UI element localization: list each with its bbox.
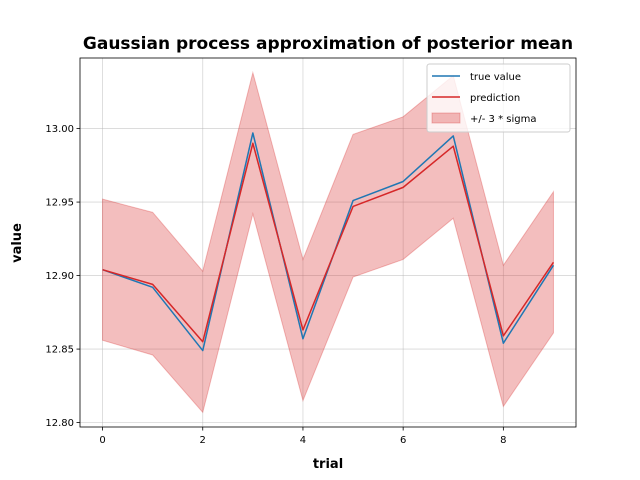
y-axis-title: value xyxy=(10,223,25,263)
legend-entry-band-swatch xyxy=(431,112,461,124)
y-tick-label: 13.00 xyxy=(45,124,74,135)
legend-entry-prediction-label: prediction xyxy=(470,93,520,104)
y-tick-label: 12.85 xyxy=(45,345,74,356)
chart-title: Gaussian process approximation of poster… xyxy=(83,34,573,54)
x-tick-label: 0 xyxy=(99,435,105,446)
legend-box xyxy=(426,63,571,133)
x-tick-label: 6 xyxy=(400,435,406,446)
y-tick-label: 12.95 xyxy=(45,198,74,209)
y-tick-label: 12.90 xyxy=(45,271,74,282)
prediction-line xyxy=(102,142,555,343)
x-tick-label: 2 xyxy=(200,435,206,446)
legend-entry-true-value-label: true value xyxy=(470,72,521,83)
confidence-band-layer xyxy=(102,70,554,414)
x-tick-label: 8 xyxy=(500,435,506,446)
x-axis-ticks: 0 2 4 6 8 xyxy=(99,427,507,446)
x-axis-title: trial xyxy=(313,457,343,472)
legend-entry-band-label: +/- 3 * sigma xyxy=(470,114,536,125)
legend: true value prediction +/- 3 * sigma xyxy=(426,63,571,133)
y-axis-ticks: 12.80 12.85 12.90 12.95 13.00 xyxy=(45,124,80,429)
axes-frame xyxy=(79,57,577,428)
confidence-band xyxy=(102,70,554,414)
series-lines-layer xyxy=(102,132,555,352)
y-tick-label: 12.80 xyxy=(45,418,74,429)
x-tick-label: 4 xyxy=(300,435,306,446)
